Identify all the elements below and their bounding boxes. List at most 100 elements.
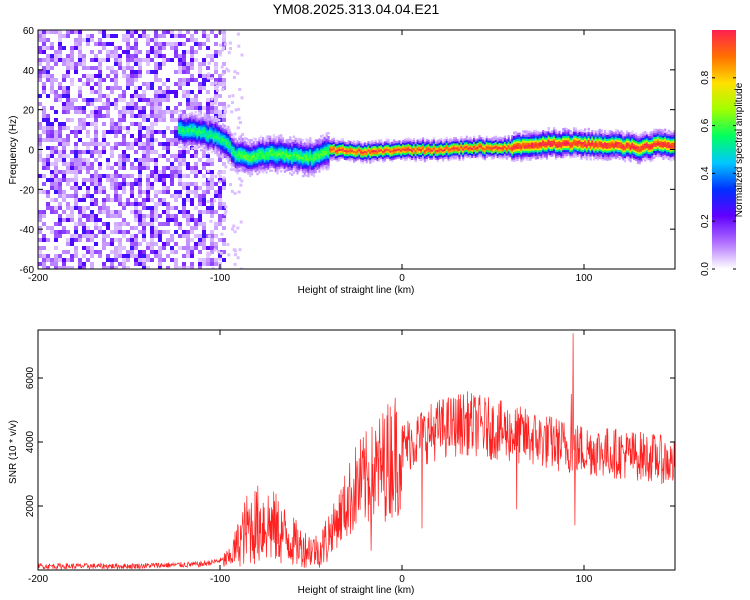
spectrogram-ridge-cell <box>553 149 556 152</box>
spectrogram-noise-cell <box>194 194 198 198</box>
spectrogram-noise-cell <box>190 34 194 38</box>
spectrogram-ridge-cell <box>336 147 339 150</box>
spectrogram-noise-cell <box>213 199 217 203</box>
spectrogram-ridge-cell <box>542 140 545 143</box>
spectrogram-ridge-cell <box>556 135 559 138</box>
spectrogram-ridge-cell <box>198 143 201 147</box>
spectrogram-noise-cell <box>70 170 74 174</box>
spectrogram-ridge-cell <box>369 157 372 160</box>
spectrogram-ridge-cell <box>229 139 232 142</box>
spectrogram-ridge-cell <box>383 149 387 152</box>
spectrogram-noise-cell <box>78 58 82 62</box>
spectrogram-ridge-cell <box>203 132 206 135</box>
spectrogram-ridge-cell <box>240 135 243 138</box>
spectrogram-ridge-cell <box>467 145 470 148</box>
spectrogram-ridge-cell <box>196 135 199 138</box>
spectrogram-ridge-cell <box>287 152 290 156</box>
spectrogram-ridge-cell <box>365 160 368 164</box>
spectrogram-ridge-cell <box>420 156 423 159</box>
spectrogram-noise-cell <box>50 146 54 150</box>
spectrogram-noise-cell <box>190 170 194 174</box>
spectrogram-noise-cell <box>142 198 146 202</box>
spectrogram-ridge-cell <box>372 141 376 145</box>
spectrogram-ridge-cell <box>604 147 607 151</box>
spectrogram-ridge-cell <box>407 153 410 156</box>
spectrogram-noise-cell <box>134 106 138 110</box>
spectrogram-noise-cell <box>138 262 142 266</box>
spectrogram-ridge-cell <box>529 138 532 141</box>
spectrogram-ridge-cell <box>178 140 181 143</box>
spectrogram-noise-cell <box>154 118 158 122</box>
spectrogram-ridge-cell <box>292 161 296 164</box>
spectrogram-ridge-cell <box>245 165 248 168</box>
spectrogram-ridge-cell <box>331 148 334 151</box>
spectrogram-ridge-cell <box>181 121 185 124</box>
spectrogram-ridge-cell <box>291 141 294 145</box>
spectrogram-noise-cell <box>86 170 90 174</box>
spectrogram-ridge-cell <box>542 142 545 145</box>
spectrogram-ridge-cell <box>554 151 558 154</box>
spectrogram-ridge-cell <box>289 162 292 165</box>
spectrogram-noise-cell <box>138 250 142 254</box>
spectrogram-ridge-cell <box>178 138 181 141</box>
spectrogram-ridge-cell <box>218 144 221 148</box>
spectrogram-noise-cell <box>174 82 178 86</box>
spectrogram-ridge-cell <box>589 152 592 155</box>
spectrogram-noise-cell <box>114 198 118 202</box>
spectrogram-ridge-cell <box>518 144 521 147</box>
spectrogram-noise-cell <box>134 94 138 98</box>
spectrogram-ridge-cell <box>301 166 305 170</box>
spectrogram-ridge-cell <box>230 155 234 158</box>
spectrogram-noise-cell <box>214 106 218 110</box>
spectrogram-ridge-cell <box>241 155 245 159</box>
spectrogram-ridge-cell <box>480 155 483 158</box>
spectrogram-noise-cell <box>174 126 178 130</box>
spectrogram-ridge-cell <box>207 134 210 137</box>
spectrogram-ridge-cell <box>205 129 208 132</box>
spectrogram-ridge-cell <box>585 152 589 155</box>
spectrogram-ridge-cell <box>260 141 263 144</box>
spectrogram-ridge-cell <box>294 157 297 160</box>
spectrogram-ridge-cell <box>289 144 292 147</box>
spectrogram-ridge-cell <box>547 127 550 130</box>
spectrogram-noise-cell <box>74 182 78 186</box>
spectrogram-ridge-cell <box>247 164 250 168</box>
spectrogram-ridge-cell <box>523 154 527 157</box>
spectrogram-noise-cell <box>122 98 126 102</box>
spectrogram-ridge-cell <box>200 139 203 142</box>
spectrogram-ridge-cell <box>260 169 263 172</box>
spectrogram-ridge-cell <box>250 159 254 162</box>
spectrogram-ridge-cell <box>443 144 447 147</box>
spectrogram-ridge-cell <box>516 142 519 146</box>
spectrogram-ridge-cell <box>533 142 536 145</box>
spectrogram-ridge-cell <box>298 169 301 172</box>
spectrogram-ridge-cell <box>305 156 308 159</box>
spectrogram-ridge-cell <box>578 129 581 133</box>
spectrogram-ridge-cell <box>538 147 541 151</box>
spectrogram-noise-cell <box>98 162 102 166</box>
spectrogram-ridge-cell <box>378 151 381 154</box>
spectrogram-ridge-cell <box>598 132 601 136</box>
spectrogram-noise-cell <box>102 222 106 226</box>
spectrogram-ridge-cell <box>265 169 268 172</box>
spectrogram-noise-cell <box>46 202 50 206</box>
spectrogram-noise-cell <box>236 256 240 260</box>
spectrogram-noise-cell <box>114 238 118 242</box>
spectrogram-ridge-cell <box>531 150 534 153</box>
spectrogram-ridge-cell <box>263 158 266 161</box>
spectrogram-ridge-cell <box>272 158 276 161</box>
spectrogram-ridge-cell <box>218 134 221 138</box>
spectrogram-noise-cell <box>46 30 50 34</box>
spectrogram-ridge-cell <box>451 151 454 154</box>
spectrogram-ridge-cell <box>289 136 292 139</box>
spectrogram-ridge-cell <box>525 146 529 149</box>
spectrogram-ridge-cell <box>260 163 263 166</box>
spectrogram-ridge-cell <box>511 141 514 144</box>
spectrogram-noise-cell <box>214 90 218 94</box>
spectrogram-ridge-cell <box>520 140 523 143</box>
spectrogram-ridge-cell <box>602 158 605 162</box>
spectrogram-noise-cell <box>222 30 226 34</box>
spectrogram-ridge-cell <box>605 132 609 135</box>
spectrogram-noise-cell <box>78 266 82 269</box>
spectrogram-noise-cell <box>194 186 198 190</box>
